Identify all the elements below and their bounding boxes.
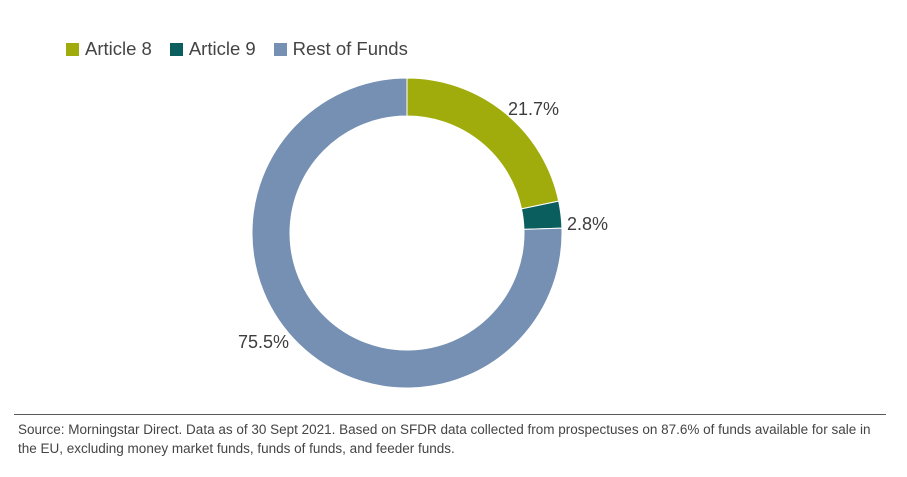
donut-slice-article-8 xyxy=(406,77,560,210)
legend-item-rest-of-funds: Rest of Funds xyxy=(273,38,408,60)
legend-item-article-9: Article 9 xyxy=(169,38,256,60)
legend-label-article-9: Article 9 xyxy=(188,38,256,59)
legend-label-article-8: Article 8 xyxy=(85,38,152,59)
legend-swatch-article-8 xyxy=(66,42,79,56)
donut-slice-rest-of-funds xyxy=(251,77,563,389)
slice-label-article-8: 21.7% xyxy=(508,99,559,119)
legend-swatch-rest-of-funds xyxy=(273,42,287,56)
chart-legend: Article 8 Article 9 Rest of Funds xyxy=(66,38,408,60)
legend-item-article-8: Article 8 xyxy=(66,38,152,60)
slice-label-article-9: 2.8% xyxy=(567,214,608,234)
source-footnote: Source: Morningstar Direct. Data as of 3… xyxy=(18,422,871,456)
legend-label-rest-of-funds: Rest of Funds xyxy=(292,38,408,59)
legend-swatch-article-9 xyxy=(169,42,183,56)
slice-label-rest-of-funds: 75.5% xyxy=(238,332,289,352)
donut-chart: 21.7% 2.8% 75.5% xyxy=(238,77,608,389)
footnote-divider xyxy=(14,414,886,415)
